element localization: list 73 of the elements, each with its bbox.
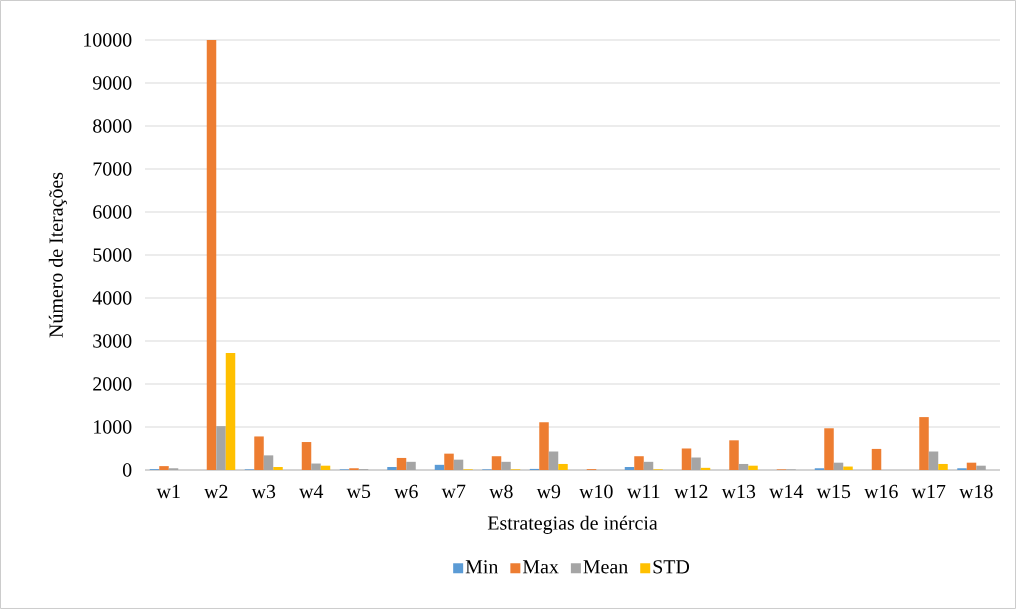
bar (748, 465, 758, 470)
bar (624, 466, 635, 470)
bar (634, 456, 644, 470)
bar (444, 453, 454, 470)
bar (396, 457, 407, 470)
x-tick-label: w6 (394, 484, 418, 499)
bar (833, 462, 844, 470)
bar (681, 448, 692, 470)
legend-label: Min (465, 560, 499, 574)
bar (254, 436, 264, 470)
bar (729, 440, 739, 470)
legend-label: Mean (583, 560, 628, 574)
bar (311, 463, 321, 470)
x-tick-label: w12 (674, 484, 708, 499)
y-tick-label: 5000 (93, 248, 132, 262)
x-tick-label: w16 (864, 484, 898, 499)
x-tick-label: w13 (721, 484, 756, 499)
bar (824, 428, 834, 470)
y-tick-label: 1000 (94, 420, 132, 434)
x-tick-label: w5 (346, 484, 371, 499)
bar (738, 463, 749, 470)
legend-label: Max (522, 560, 559, 574)
bar (406, 461, 416, 470)
bar (919, 417, 929, 470)
x-tick-label: w4 (299, 484, 324, 499)
x-tick-label: w8 (489, 484, 513, 499)
bar (966, 462, 977, 470)
bar (938, 463, 948, 470)
x-tick-label: w11 (626, 484, 660, 499)
x-tick-label: w3 (251, 484, 276, 499)
bar (387, 466, 397, 470)
bar (871, 448, 882, 470)
bar (225, 353, 236, 470)
y-tick-label: 2000 (93, 377, 132, 391)
bar (928, 451, 939, 470)
y-tick-label: 3000 (93, 334, 132, 348)
bar (539, 422, 549, 470)
x-axis-title: Estrategias de inércia (487, 515, 658, 534)
bar (501, 461, 511, 470)
y-tick-label: 4000 (92, 291, 132, 305)
bar (491, 456, 502, 470)
y-tick-label: 7000 (93, 162, 132, 176)
bar (558, 463, 568, 470)
x-tick-label: w1 (156, 484, 180, 499)
y-tick-label: 9000 (92, 76, 132, 90)
y-tick-label: 8000 (93, 119, 132, 133)
bar (548, 451, 559, 470)
x-tick-label: w7 (441, 484, 466, 499)
bar (206, 39, 217, 470)
bar (434, 464, 445, 470)
x-tick-label: w10 (579, 484, 613, 499)
bar (843, 466, 853, 470)
bar (976, 465, 986, 470)
x-tick-label: w17 (911, 484, 946, 499)
bar (273, 466, 283, 470)
y-tick-label: 0 (122, 463, 132, 477)
legend-label: STD (653, 560, 690, 574)
bar (700, 467, 711, 470)
y-tick-label: 10000 (84, 33, 132, 47)
y-axis-title: Número de Iterações (48, 172, 67, 338)
bar (216, 426, 226, 470)
bar (643, 461, 654, 470)
x-tick-label: w18 (959, 484, 993, 499)
bar (263, 455, 274, 470)
x-tick-label: w9 (536, 484, 561, 499)
x-tick-label: w14 (769, 484, 804, 499)
bar (301, 442, 312, 470)
y-tick-label: 6000 (93, 205, 132, 219)
x-tick-label: w15 (816, 484, 851, 499)
x-tick-label: w2 (204, 484, 228, 499)
bar (453, 459, 464, 470)
bar (159, 466, 169, 470)
bar (691, 457, 701, 470)
